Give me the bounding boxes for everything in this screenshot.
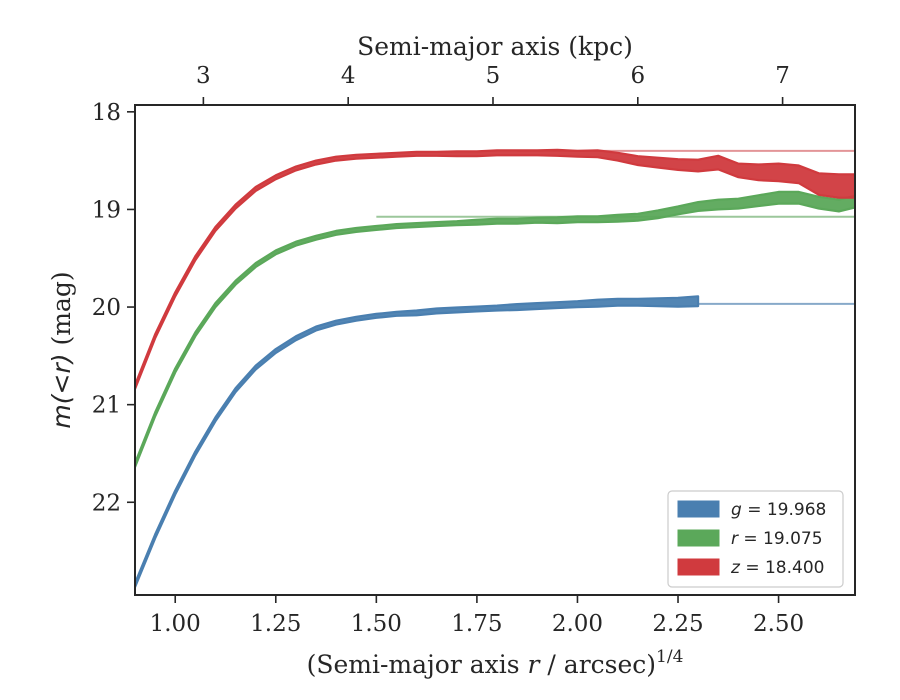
x-axis-title-var: r [528,650,542,679]
series-band-g [135,295,700,589]
axis-layer: 1.00 1.25 1.50 1.75 2.00 2.25 2.50 18 19 20 21 22 3 4… [47,32,856,679]
x-axis-title: (Semi-major axis r / arcsec)1/4 [307,647,684,679]
legend-label-z: z = 18.400 [730,558,824,578]
top-tick-label: 6 [630,63,645,89]
x-tick-label: 1.50 [351,611,402,637]
legend-swatch-g [677,500,720,518]
legend-var-g: g [731,500,742,520]
top-tick-label: 3 [196,63,211,89]
top-tick-label: 4 [341,63,356,89]
plot-frame [134,104,856,596]
legend-value-r: = 19.075 [738,529,823,549]
y-tick-label: 20 [92,295,121,321]
series-band-r [135,190,855,469]
y-tick-label: 21 [92,393,121,419]
x-axis-title-main: (Semi-major axis [307,650,528,679]
y-axis-title-unit: (mag) [47,271,76,353]
x-tick-label: 1.25 [250,611,301,637]
x-tick-label: 2.00 [552,611,603,637]
y-tick-label: 18 [92,100,121,126]
y-axis-title: m(<r) (mag) [47,271,76,428]
top-tick-label: 7 [775,63,790,89]
y-tick-label: 22 [92,490,121,516]
legend-var-r: r [731,529,739,549]
y-axis-title-main: m(<r) [47,353,76,428]
legend-value-g: = 19.968 [742,500,827,520]
legend-swatch-r [677,529,720,547]
top-axis-title: Semi-major axis (kpc) [357,32,633,61]
x-axis-title-exp: 1/4 [656,647,683,667]
legend-var-z: z [730,558,741,578]
series-band-z [135,148,855,391]
x-tick-label: 1.00 [150,611,201,637]
x-tick-label: 2.25 [652,611,703,637]
y-tick-label: 19 [92,197,121,223]
x-tick-label: 1.75 [451,611,502,637]
legend-value-z: = 18.400 [740,558,825,578]
series-layer [135,148,855,589]
legend-swatch-z [677,558,720,576]
top-tick-label: 5 [486,63,501,89]
x-tick-label: 2.50 [753,611,804,637]
legend-label-r: r = 19.075 [731,529,823,549]
x-axis-title-rest: / arcsec) [539,650,656,679]
legend-label-g: g = 19.968 [731,500,826,520]
